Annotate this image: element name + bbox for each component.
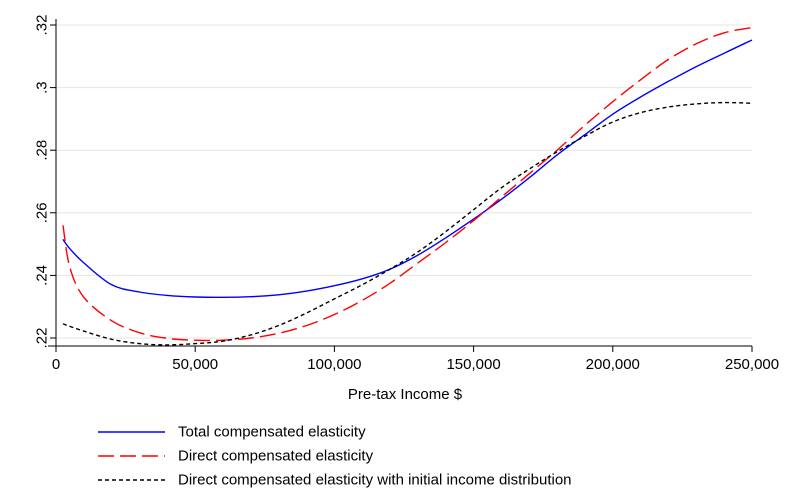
x-tick-label-1: 50,000	[172, 356, 218, 373]
axes: .22 .24 .26 .28 .3 .32 0 50,000 100,000 150,000 20…	[34, 15, 780, 373]
x-tick-label-3: 150,000	[446, 356, 500, 373]
legend-label-1: Direct compensated elasticity	[178, 448, 374, 465]
gridlines	[56, 24, 752, 339]
legend-label-2: Direct compensated elasticity with initi…	[178, 472, 572, 489]
legend-label-0: Total compensated elasticity	[178, 424, 366, 441]
x-tick-label-0: 0	[52, 356, 60, 373]
x-tick-label-5: 250,000	[725, 356, 779, 373]
y-tick-label-0: .22	[34, 328, 51, 349]
y-tick-label-1: .24	[34, 265, 51, 286]
y-tick-label-2: .26	[34, 202, 51, 223]
series-line-1	[62, 26, 753, 342]
series-line-2	[62, 101, 753, 346]
x-tick-label-2: 100,000	[307, 356, 361, 373]
legend: Total compensated elasticity Direct compe…	[98, 424, 572, 489]
y-tick-label-3: .28	[34, 140, 51, 161]
x-tick-label-4: 200,000	[586, 356, 640, 373]
series-lines	[62, 26, 753, 346]
x-axis-title: Pre-tax Income $	[348, 386, 463, 403]
y-tick-label-5: .32	[34, 15, 51, 36]
y-tick-label-4: .3	[34, 81, 51, 94]
